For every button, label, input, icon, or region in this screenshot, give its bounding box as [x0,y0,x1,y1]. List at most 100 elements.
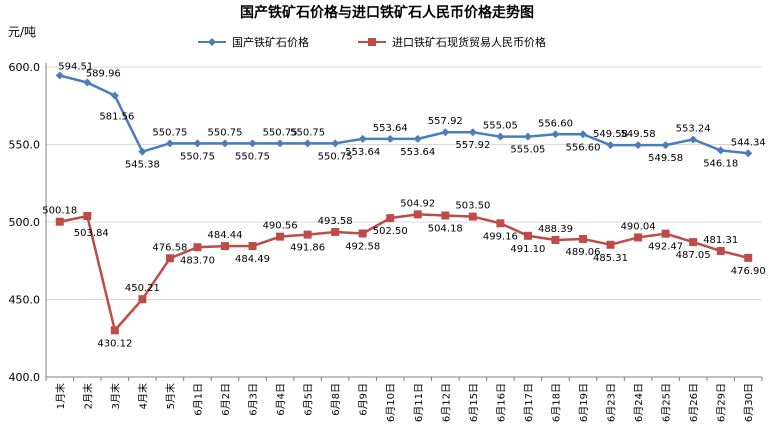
point-import [386,214,395,223]
data-label-domestic: 555.05 [483,121,518,132]
point-domestic [496,132,505,141]
data-label-domestic: 589.96 [86,69,121,80]
x-tick-label: 6月23日 [606,383,618,422]
point-import [303,230,312,239]
data-label-domestic: 556.60 [538,118,573,129]
data-label-domestic: 544.34 [731,137,766,148]
data-label-domestic: 553.64 [345,147,380,158]
series-layer [55,71,753,335]
data-label-import: 485.31 [593,253,628,264]
data-label-domestic: 557.92 [455,140,490,151]
data-label-domestic: 549.58 [593,129,628,140]
data-label-import: 491.10 [510,244,545,255]
data-label-import: 430.12 [97,338,132,349]
point-import [689,238,698,247]
point-import [523,231,532,240]
point-domestic [606,141,615,150]
point-domestic [744,149,753,158]
data-label-domestic: 550.75 [235,151,270,162]
data-label-domestic: 549.58 [648,153,683,164]
axis-layer: 400.0 450.0 500.0 550.0 600.0 1月末 2月末 3月末 4月末 5月末… [9,61,763,422]
data-label-domestic: 594.51 [58,62,93,73]
data-label-import: 488.39 [538,224,573,235]
x-tick-label: 6月4日 [275,383,287,416]
y-tick-label: 500.0 [9,216,41,229]
x-tick-label: 6月5日 [303,383,315,416]
point-import [468,212,477,221]
point-domestic [331,139,340,148]
point-import [55,217,64,226]
data-label-import: 504.92 [400,198,435,209]
point-import [138,295,147,304]
data-label-domestic: 546.18 [703,158,738,169]
point-import [276,232,285,241]
data-label-import: 484.44 [208,230,243,241]
point-domestic [221,139,229,148]
point-import [496,219,505,228]
x-tick-label: 5月末 [164,383,177,409]
data-label-import: 504.18 [428,224,463,235]
legend-marker-import [368,38,376,46]
point-domestic [468,128,477,137]
data-label-import: 492.58 [345,242,380,253]
legend-marker-domestic [208,38,216,46]
data-label-import: 483.70 [180,255,215,266]
point-domestic [248,139,257,148]
data-label-import: 450.21 [125,283,160,294]
y-axis-label: 元/吨 [8,25,36,39]
point-import [165,254,174,263]
x-tick-label: 6月29日 [716,383,728,422]
data-label-domestic: 550.75 [152,127,187,138]
data-label-import: 503.84 [74,228,109,239]
data-label-import: 487.05 [676,250,711,261]
point-domestic [661,141,670,150]
chart-title: 国产铁矿石价格与进口铁矿石人民币价格走势图 [240,4,534,21]
data-label-domestic: 550.75 [290,127,325,138]
point-import [441,211,450,220]
data-label-domestic: 550.75 [318,151,353,162]
x-tick-label: 6月8日 [330,383,342,416]
data-label-domestic: 581.56 [99,112,134,123]
point-domestic [138,147,147,156]
x-tick-label: 6月11日 [413,383,425,422]
data-label-import: 492.47 [648,242,683,253]
data-label-domestic: 555.05 [510,145,545,156]
x-tick-label: 4月末 [136,383,149,409]
x-tick-label: 6月19日 [578,383,590,422]
data-label-domestic: 553.64 [400,147,435,158]
point-import [358,229,367,238]
point-domestic [83,78,92,87]
x-tick-label: 3月末 [109,383,122,409]
point-import [716,246,725,255]
data-label-import: 489.06 [566,247,601,258]
point-domestic [165,139,174,148]
y-tick-label: 400.0 [9,371,41,384]
x-tick-label: 6月30日 [743,383,755,422]
data-label-domestic: 550.75 [180,151,215,162]
x-tick-label: 6月15日 [468,383,480,422]
data-label-import: 493.58 [318,216,353,227]
point-import [579,234,587,243]
point-domestic [386,134,395,143]
data-label-domestic: 550.75 [263,127,298,138]
y-tick-label: 450.0 [9,294,41,307]
point-domestic [110,91,119,100]
data-label-import: 490.04 [621,221,656,232]
point-domestic [551,130,560,139]
data-label-import: 476.90 [731,266,766,277]
data-label-import: 503.50 [455,201,490,212]
series-line-import [59,213,749,333]
x-tick-label: 6月16日 [495,383,507,422]
point-domestic [55,71,64,80]
point-domestic [689,135,698,144]
point-import [606,240,615,249]
x-tick-label: 6月2日 [220,383,232,416]
data-label-import: 502.50 [373,226,408,237]
label-layer: 594.51589.96581.56545.38550.75550.75550.… [42,62,765,350]
x-tick-label: 6月9日 [358,383,370,416]
x-tick-label: 6月18日 [550,383,562,422]
data-label-import: 490.56 [263,221,298,232]
point-import [551,235,560,244]
data-label-domestic: 549.58 [621,129,656,140]
